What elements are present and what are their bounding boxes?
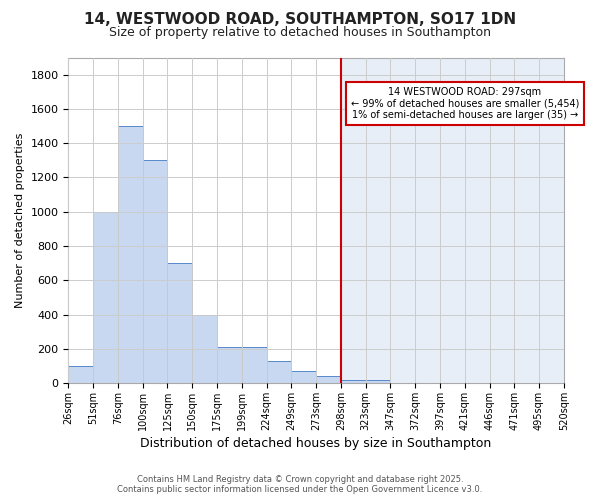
Y-axis label: Number of detached properties: Number of detached properties (15, 132, 25, 308)
Bar (242, 347, 266, 383)
Bar (292, 371, 316, 383)
Bar (341, 58, 600, 383)
Bar (143, 160, 167, 383)
Text: 14, WESTWOOD ROAD, SOUTHAMPTON, SO17 1DN: 14, WESTWOOD ROAD, SOUTHAMPTON, SO17 1DN (84, 12, 516, 26)
X-axis label: Distribution of detached houses by size in Southampton: Distribution of detached houses by size … (140, 437, 492, 450)
Bar (217, 347, 242, 383)
Bar (118, 126, 143, 383)
Text: Size of property relative to detached houses in Southampton: Size of property relative to detached ho… (109, 26, 491, 39)
Bar (93, 212, 118, 383)
Bar (266, 361, 292, 383)
Bar (316, 376, 341, 383)
Bar (341, 380, 365, 383)
Bar (192, 314, 217, 383)
Bar (68, 366, 93, 383)
Bar (365, 380, 391, 383)
Text: Contains HM Land Registry data © Crown copyright and database right 2025.
Contai: Contains HM Land Registry data © Crown c… (118, 474, 482, 494)
Text: 14 WESTWOOD ROAD: 297sqm
← 99% of detached houses are smaller (5,454)
1% of semi: 14 WESTWOOD ROAD: 297sqm ← 99% of detach… (350, 87, 579, 120)
Bar (167, 263, 192, 383)
